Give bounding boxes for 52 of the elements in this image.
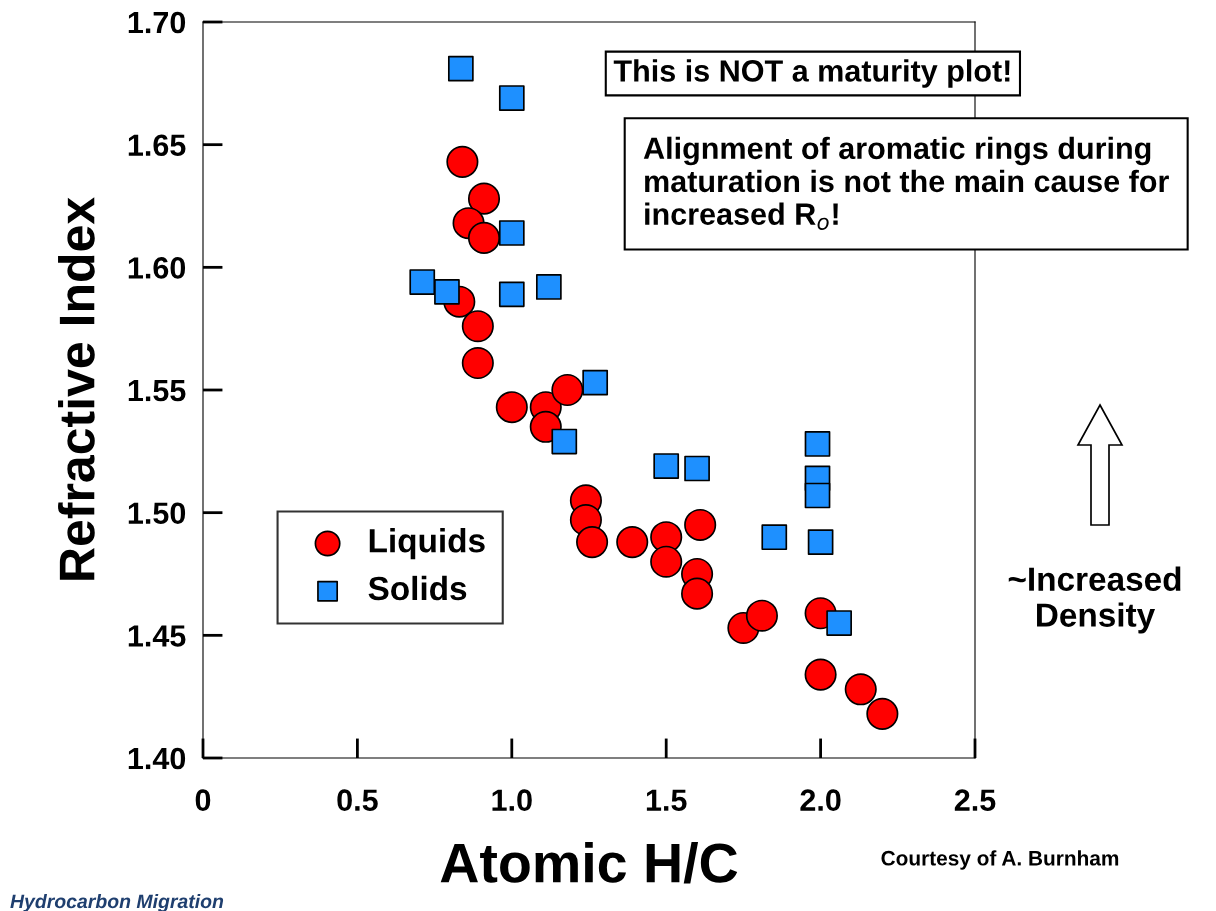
point: [761, 524, 788, 551]
point: [582, 369, 609, 396]
text: Courtesy of A. Burnham: [881, 850, 1119, 870]
y-tick-label: 1.40: [128, 747, 186, 770]
point: [447, 55, 474, 82]
point: [551, 428, 578, 455]
point: [551, 373, 584, 407]
point: [653, 453, 680, 479]
y-tick-label: 1.60: [128, 257, 186, 279]
y-tick-label: 1.65: [128, 134, 186, 157]
y-tick-label: 1.70: [128, 11, 186, 34]
text: ~Increased Density: [1008, 566, 1181, 634]
annotation: This is NOT a maturity plot!: [613, 59, 1010, 88]
point: [446, 145, 479, 178]
point: [844, 673, 877, 706]
x-tick-label: 2.0: [800, 789, 841, 811]
point: [576, 526, 609, 559]
x-tick-label: 0.5: [337, 789, 378, 811]
point: [616, 526, 649, 559]
y-tick-label: 1.45: [128, 625, 186, 647]
point: [498, 281, 525, 308]
point: [650, 545, 683, 578]
point: [804, 431, 831, 457]
point: [681, 577, 714, 610]
point: [804, 658, 837, 691]
point: [461, 310, 494, 343]
point: [826, 610, 852, 636]
point: [684, 455, 710, 482]
y-tick-label: 1.50: [128, 502, 186, 525]
x-tick-label: 1.0: [492, 789, 532, 811]
x-tick-label: 1.5: [646, 789, 687, 811]
point: [684, 508, 717, 541]
x-tick-label: 2.5: [954, 789, 996, 811]
legend-label: Solids: [368, 575, 467, 601]
annotation: Alignment of aromatic rings during maturation is not the main cause for increased R$_{o}$!: [643, 136, 1169, 230]
x-axis-title: Atomic H/C: [440, 842, 738, 884]
point: [498, 220, 525, 246]
point: [467, 221, 501, 254]
point: [461, 346, 494, 380]
y-tick-label: 1.55: [128, 380, 186, 402]
point: [498, 85, 525, 111]
point: [807, 529, 834, 555]
point: [804, 482, 831, 509]
point: [866, 697, 899, 730]
point: [467, 182, 501, 215]
point: [409, 269, 436, 295]
point: [495, 391, 528, 424]
x-tick-label: 0: [195, 789, 211, 811]
point: [535, 274, 562, 300]
legend-label: Liquids: [369, 528, 485, 560]
y-axis-title: Refractive Index: [58, 197, 95, 580]
point: [745, 599, 778, 632]
